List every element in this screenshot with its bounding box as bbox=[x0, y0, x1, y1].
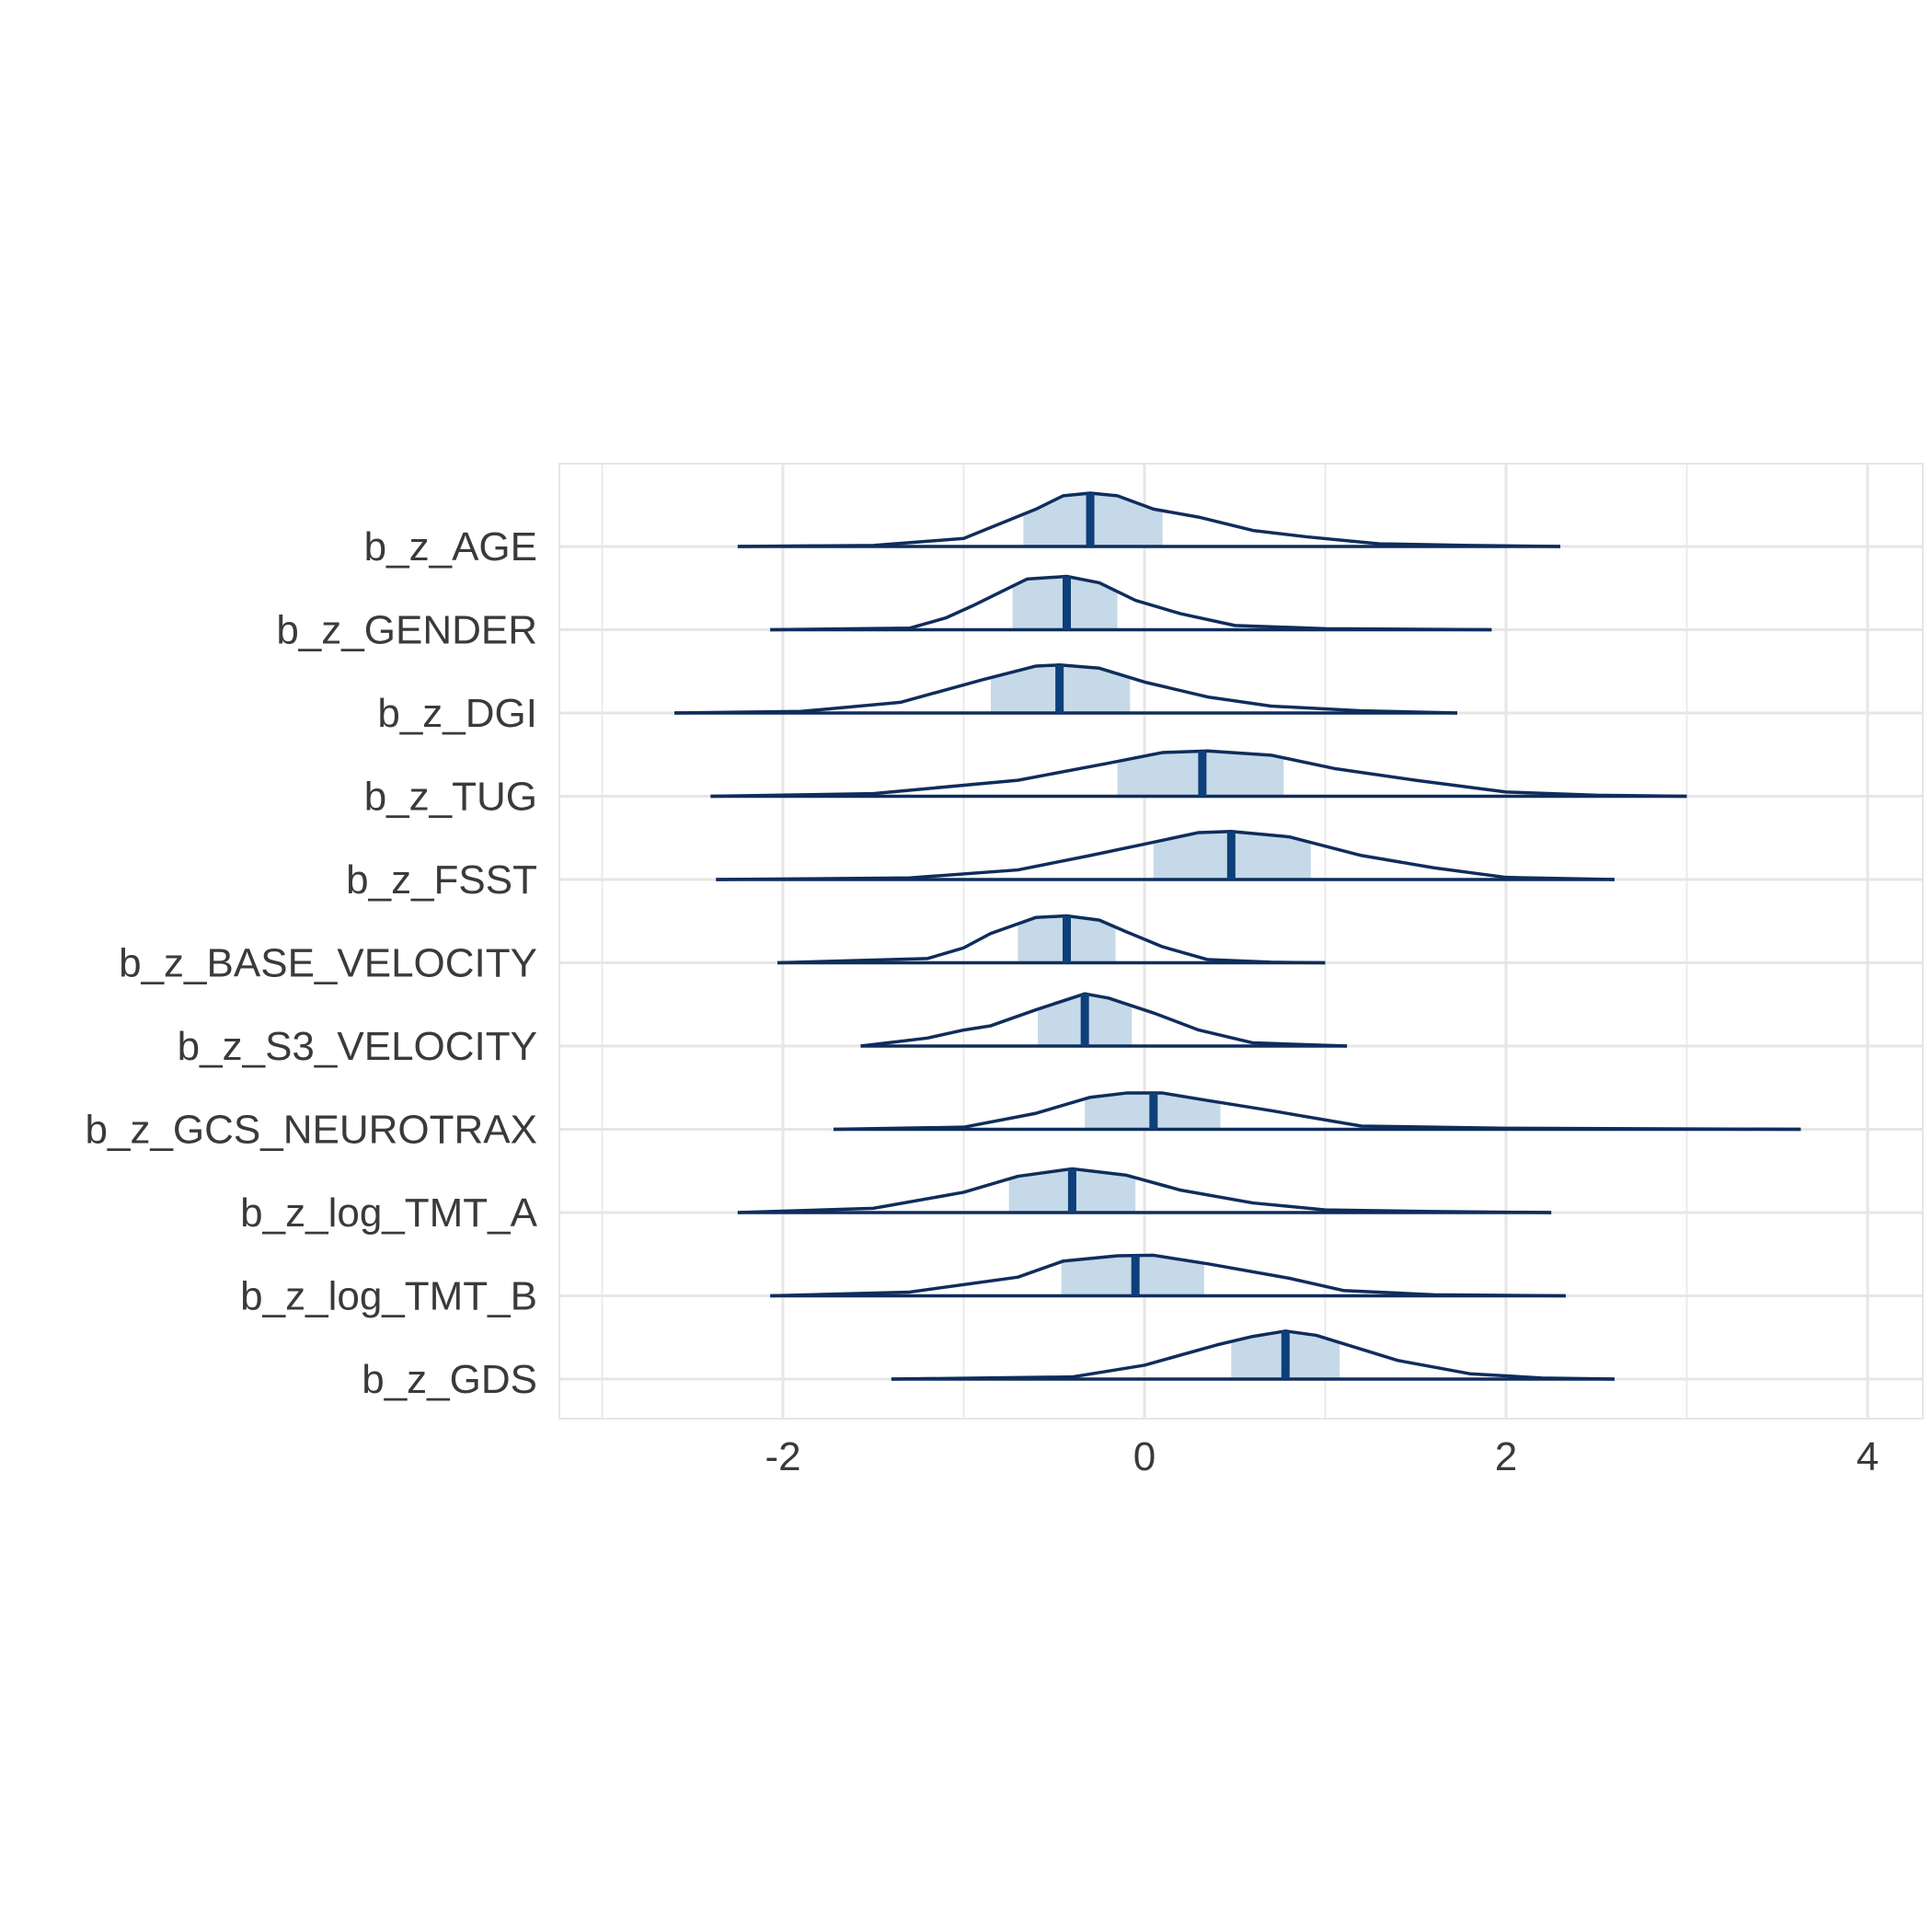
ridge-b_z_AGE bbox=[737, 491, 1560, 548]
y-tick-label: b_z_log_TMT_A bbox=[240, 1190, 537, 1236]
axis-labels: b_z_AGE b_z_GENDER b_z_DGI b_z_TUG b_z_FSSTb… bbox=[86, 524, 1880, 1479]
ridge-b_z_DGI bbox=[674, 663, 1457, 715]
density-curve bbox=[716, 830, 1615, 881]
density-curve bbox=[833, 1091, 1801, 1132]
ridge-b_z_GCS_NEUROTRAX bbox=[833, 1091, 1801, 1132]
x-tick-label: 2 bbox=[1495, 1434, 1517, 1479]
density-curve bbox=[737, 491, 1560, 548]
y-tick-label: b_z_GCS_NEUROTRAX bbox=[86, 1108, 537, 1153]
ridge-b_z_GDS bbox=[891, 1329, 1615, 1381]
x-tick-label: 0 bbox=[1133, 1434, 1156, 1479]
ridge-b_z_BASE_VELOCITY bbox=[777, 914, 1326, 965]
y-tick-label: b_z_log_TMT_B bbox=[240, 1274, 537, 1319]
y-tick-label: b_z_TUG bbox=[364, 775, 537, 820]
density-curve bbox=[737, 1167, 1552, 1214]
panel-border bbox=[558, 463, 1924, 1420]
ridge-b_z_TUG bbox=[710, 749, 1687, 799]
x-tick-label: -2 bbox=[765, 1434, 800, 1479]
y-tick-label: b_z_S3_VELOCITY bbox=[178, 1024, 537, 1069]
ridge-b_z_FSST bbox=[716, 830, 1615, 881]
ridge-b_z_GENDER bbox=[770, 574, 1492, 632]
ridge-b_z_S3_VELOCITY bbox=[860, 992, 1348, 1048]
y-tick-label: b_z_GDS bbox=[362, 1357, 537, 1402]
ridges bbox=[674, 491, 1801, 1381]
ridge-b_z_log_TMT_B bbox=[770, 1253, 1566, 1298]
y-tick-label: b_z_BASE_VELOCITY bbox=[119, 941, 537, 986]
ridge-b_z_log_TMT_A bbox=[737, 1167, 1552, 1214]
density-curve bbox=[770, 574, 1492, 632]
grid bbox=[558, 463, 1924, 1420]
density-curve bbox=[770, 1253, 1566, 1298]
density-curve bbox=[777, 914, 1326, 965]
x-tick-label: 4 bbox=[1857, 1434, 1879, 1479]
y-tick-label: b_z_AGE bbox=[364, 524, 537, 569]
density-curve bbox=[674, 663, 1457, 715]
y-tick-label: b_z_DGI bbox=[377, 691, 537, 736]
y-tick-label: b_z_GENDER bbox=[276, 608, 537, 653]
y-tick-label: b_z_FSST bbox=[346, 857, 537, 903]
density-curve bbox=[710, 749, 1687, 799]
